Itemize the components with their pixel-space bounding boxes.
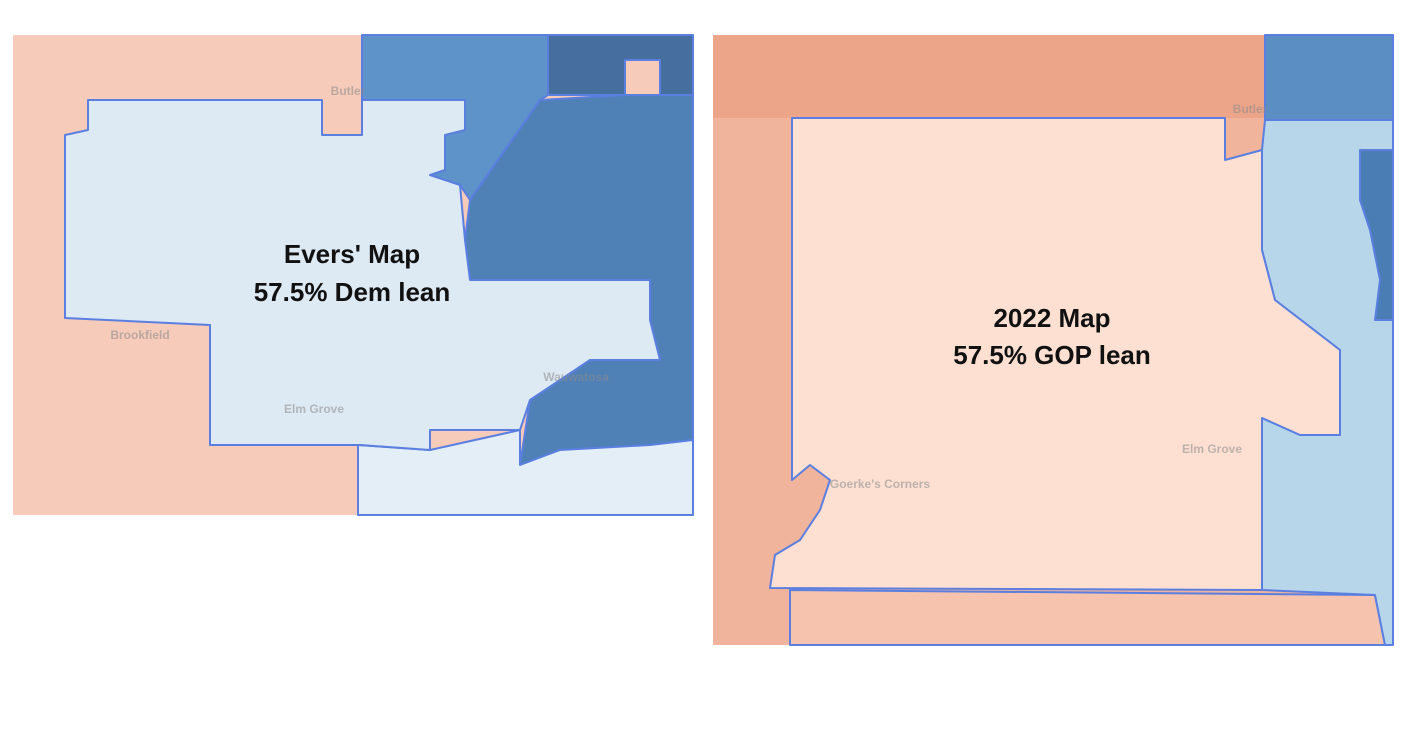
place-label: Goerke's Corners — [830, 477, 931, 491]
district-highlight — [769, 117, 1341, 591]
district-salmon-light — [789, 589, 1386, 646]
map-title: 2022 Map — [993, 303, 1110, 333]
district-dark-blue — [1359, 149, 1394, 321]
map-caption: 57.5% GOP lean — [953, 340, 1151, 370]
district-dark-blue — [547, 34, 694, 96]
place-label: Wauwatosa — [543, 370, 609, 384]
district-blue — [1264, 34, 1394, 121]
left-map: Butler Brookfield Wauwatosa Elm Grove Ev… — [13, 34, 694, 516]
place-label: Elm Grove — [1182, 442, 1242, 456]
map-caption: 57.5% Dem lean — [254, 277, 451, 307]
right-map: Butler Elm Grove Goerke's Corners 2022 M… — [713, 34, 1394, 646]
place-label: Elm Grove — [284, 402, 344, 416]
place-label: Brookfield — [110, 328, 169, 342]
district-salmon — [713, 35, 1265, 118]
district-highlight — [64, 99, 661, 451]
place-label: Butler — [1233, 102, 1268, 116]
district-pale-blue — [357, 429, 694, 516]
map-title: Evers' Map — [284, 239, 420, 269]
place-label: Butler — [331, 84, 366, 98]
